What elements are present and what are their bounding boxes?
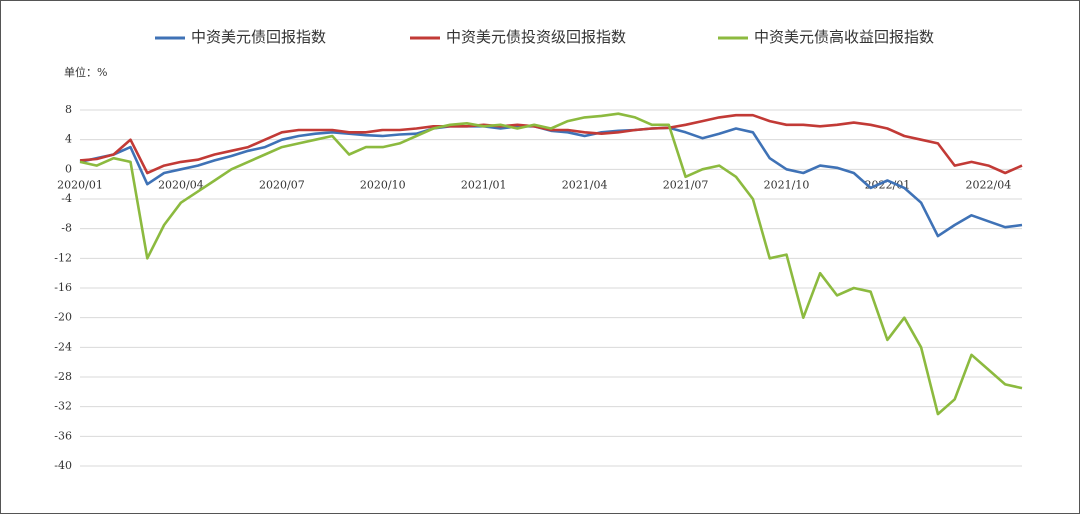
legend: 中资美元债回报指数 中资美元债投资级回报指数 中资美元债高收益回报指数 [155, 28, 934, 46]
y-tick-label: -8 [61, 222, 72, 235]
x-tick-label: 2021/10 [764, 178, 810, 191]
y-tick-label: -40 [54, 459, 72, 472]
legend-label: 中资美元债投资级回报指数 [446, 28, 626, 46]
x-tick-label: 2022/04 [966, 178, 1012, 191]
x-tick-label: 2020/04 [158, 178, 204, 191]
y-tick-label: -16 [54, 281, 72, 294]
x-tick-label: 2020/07 [259, 178, 305, 191]
x-tick-label: 2022/01 [865, 178, 911, 191]
x-tick-label: 2020/10 [360, 178, 406, 191]
y-tick-label: -24 [54, 340, 72, 353]
y-tick-label: -32 [54, 400, 72, 413]
unit-label: 单位：% [64, 65, 107, 79]
x-tick-label: 2020/01 [57, 178, 103, 191]
y-tick-label: 8 [65, 103, 72, 116]
x-tick-label: 2021/01 [461, 178, 507, 191]
y-tick-label: 4 [65, 133, 72, 146]
y-tick-label: 0 [65, 162, 72, 175]
x-tick-label: 2021/07 [663, 178, 709, 191]
y-tick-label: -12 [54, 251, 72, 264]
legend-label: 中资美元债回报指数 [191, 28, 326, 46]
y-tick-label: -28 [54, 370, 72, 383]
legend-label: 中资美元债高收益回报指数 [754, 28, 934, 46]
x-tick-label: 2021/04 [562, 178, 608, 191]
y-tick-label: -20 [54, 311, 72, 324]
series-line [79, 113, 1023, 175]
series-line [79, 112, 1023, 416]
y-tick-label: -36 [54, 429, 72, 442]
y-tick-label: -4 [61, 192, 72, 205]
